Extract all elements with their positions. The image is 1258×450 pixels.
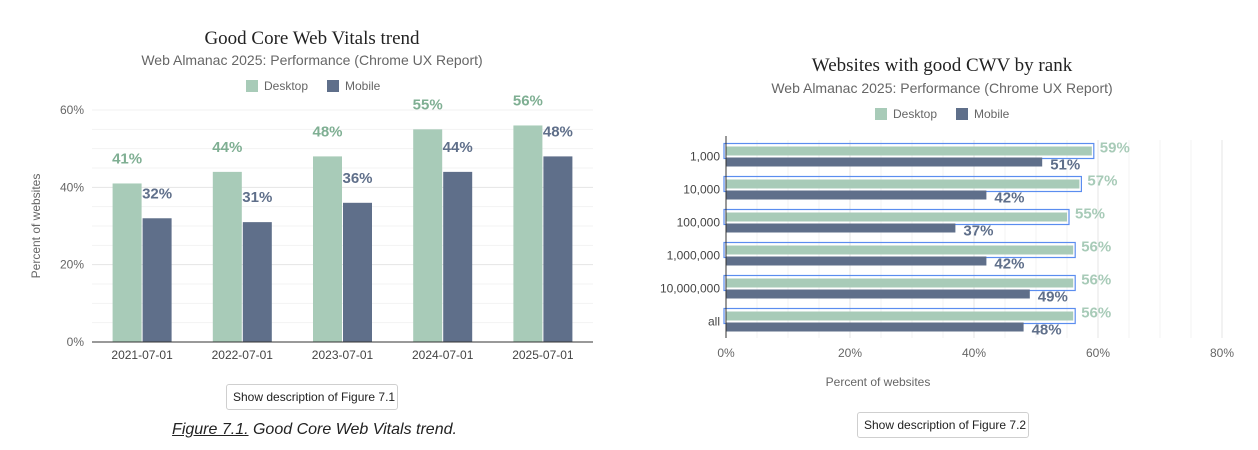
bar-desktop <box>112 183 142 342</box>
data-label-mobile: 44% <box>443 139 473 156</box>
legend-label-desktop: Desktop <box>264 79 308 93</box>
bar-desktop <box>726 212 1067 222</box>
data-label-desktop: 56% <box>1081 239 1111 256</box>
data-label-mobile: 32% <box>142 185 172 202</box>
data-label-mobile: 48% <box>543 123 573 140</box>
bar-desktop <box>726 146 1092 156</box>
data-label-desktop: 56% <box>513 92 543 109</box>
x-tick-label: 2023-07-01 <box>312 348 374 362</box>
bar-mobile <box>726 256 987 266</box>
bar-desktop <box>726 311 1074 321</box>
bar-mobile <box>726 322 1024 332</box>
data-label-desktop: 55% <box>1075 206 1105 223</box>
y-tick-label: 0% <box>67 335 85 349</box>
y-tick-label: 1,000,000 <box>667 249 721 263</box>
data-label-mobile: 37% <box>963 223 993 240</box>
data-label-mobile: 36% <box>342 170 372 187</box>
show-description-figure-7-1-button[interactable]: Show description of Figure 7.1 <box>226 384 398 410</box>
figure-7-1: Good Core Web Vitals trend Web Almanac 20… <box>0 28 629 439</box>
y-tick-label: 20% <box>60 258 84 272</box>
legend-label-desktop: Desktop <box>893 107 937 121</box>
data-label-mobile: 42% <box>994 190 1024 207</box>
trend-chart: Good Core Web Vitals trend Web Almanac 20… <box>29 28 593 362</box>
x-tick-label: 2025-07-01 <box>512 348 574 362</box>
y-tick-label: all <box>708 315 720 329</box>
bar-desktop <box>313 156 342 342</box>
bar-desktop <box>212 171 242 342</box>
data-label-mobile: 48% <box>1032 322 1062 339</box>
bar-desktop <box>726 179 1080 189</box>
y-tick-label: 60% <box>60 103 84 117</box>
data-label-desktop: 41% <box>112 150 142 167</box>
bar-mobile <box>726 289 1030 299</box>
data-label-desktop: 59% <box>1100 140 1130 157</box>
chart-subtitle: Web Almanac 2025: Performance (Chrome UX… <box>141 52 482 68</box>
x-tick-label: 0% <box>717 346 735 360</box>
x-tick-label: 2022-07-01 <box>212 348 274 362</box>
figure-caption-link[interactable]: Figure 7.1. <box>172 421 249 438</box>
bar-mobile <box>443 171 473 342</box>
figure-caption-text: Good Core Web Vitals trend. <box>248 421 457 438</box>
x-axis-label: Percent of websites <box>826 375 931 389</box>
bar-mobile <box>343 202 372 342</box>
data-label-mobile: 31% <box>242 189 272 206</box>
bar-mobile <box>242 222 272 342</box>
legend-swatch-desktop <box>875 108 887 120</box>
bar-mobile <box>142 218 172 342</box>
bar-desktop <box>513 125 543 342</box>
data-label-mobile: 42% <box>994 256 1024 273</box>
data-label-desktop: 56% <box>1081 305 1111 322</box>
x-tick-label: 60% <box>1086 346 1110 360</box>
bar-mobile <box>726 157 1043 167</box>
bar-desktop <box>413 129 443 342</box>
y-tick-label: 10,000 <box>683 183 720 197</box>
data-label-mobile: 51% <box>1050 157 1080 174</box>
legend-label-mobile: Mobile <box>974 107 1010 121</box>
bar-desktop <box>726 245 1074 255</box>
legend-swatch-desktop <box>246 80 258 92</box>
figure-caption: Figure 7.1. Good Core Web Vitals trend. <box>0 421 629 439</box>
x-tick-label: 80% <box>1210 346 1234 360</box>
y-tick-label: 40% <box>60 180 84 194</box>
data-label-desktop: 44% <box>212 139 242 156</box>
data-label-desktop: 57% <box>1087 173 1117 190</box>
data-label-desktop: 56% <box>1081 272 1111 289</box>
bar-mobile <box>543 156 573 342</box>
legend-swatch-mobile <box>327 80 339 92</box>
bar-mobile <box>726 223 956 233</box>
x-tick-label: 2024-07-01 <box>412 348 474 362</box>
rank-chart: Websites with good CWV by rank Web Almana… <box>660 55 1234 389</box>
figure-7-2: Websites with good CWV by rank Web Almana… <box>629 0 1258 450</box>
y-tick-label: 10,000,000 <box>660 282 720 296</box>
x-tick-label: 40% <box>962 346 986 360</box>
data-label-desktop: 55% <box>413 96 443 113</box>
data-label-mobile: 49% <box>1038 289 1068 306</box>
y-tick-label: 100,000 <box>677 216 721 230</box>
x-tick-label: 20% <box>838 346 862 360</box>
chart-subtitle: Web Almanac 2025: Performance (Chrome UX… <box>771 80 1112 96</box>
bar-mobile <box>726 190 987 200</box>
legend-swatch-mobile <box>956 108 968 120</box>
x-tick-label: 2021-07-01 <box>111 348 173 362</box>
legend-label-mobile: Mobile <box>345 79 381 93</box>
show-description-figure-7-2-button[interactable]: Show description of Figure 7.2 <box>857 412 1029 438</box>
chart-title: Websites with good CWV by rank <box>812 55 1073 76</box>
data-label-desktop: 48% <box>312 123 342 140</box>
y-axis-label: Percent of websites <box>29 174 43 279</box>
bar-desktop <box>726 278 1074 288</box>
chart-title: Good Core Web Vitals trend <box>204 28 420 49</box>
y-tick-label: 1,000 <box>690 150 720 164</box>
